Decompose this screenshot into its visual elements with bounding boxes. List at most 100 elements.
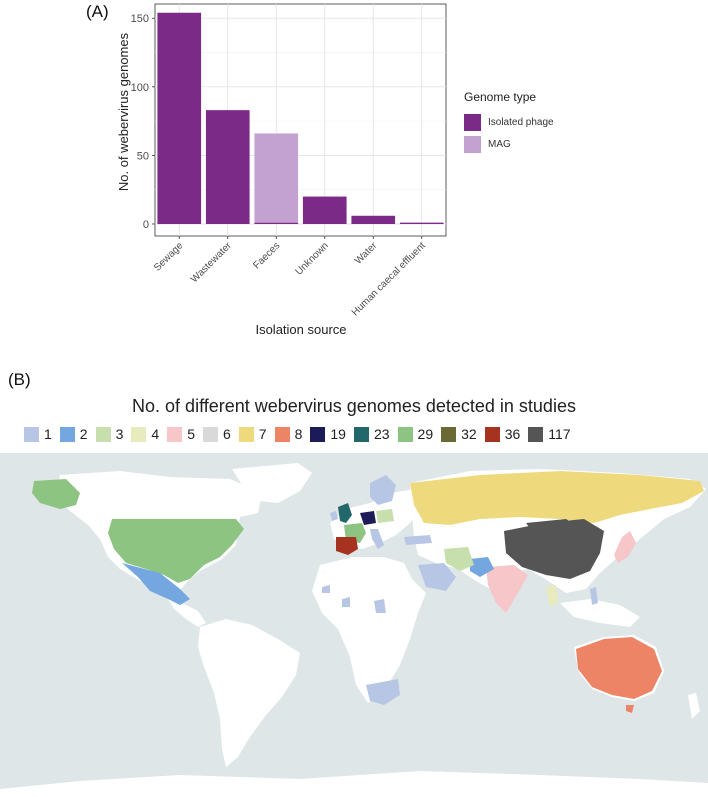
bar-chart-legend: Genome type Isolated phage MAG: [464, 90, 554, 156]
map-legend-item: 7: [238, 426, 267, 442]
country-usa: [108, 519, 244, 583]
bar-unknown-isolated-phage: [302, 196, 347, 224]
country-australia: [576, 637, 662, 699]
map-legend-swatch: [397, 426, 413, 442]
bar-chart: 0 50 100 150 Sewage Wastewater Faeces Unknown Wa…: [116, 3, 447, 337]
legend-title: Genome type: [464, 90, 537, 104]
map-legend-label: 117: [548, 426, 571, 442]
map-legend-item: 8: [274, 426, 303, 442]
country-russia: [410, 471, 704, 525]
land-south-america: [198, 619, 300, 767]
map-legend-label: 2: [79, 426, 88, 442]
land-new-zealand: [688, 693, 700, 719]
country-ireland: [330, 511, 338, 521]
legend-swatch-isolated-phage: [464, 113, 481, 131]
bar-faeces-isolated-phage: [254, 222, 299, 224]
map-legend-label: 23: [373, 426, 390, 442]
map-legend-swatch: [95, 426, 111, 442]
map-legend-swatch: [59, 426, 75, 442]
world-map: [0, 453, 708, 797]
country-mongolia: [526, 519, 576, 531]
map-legend-swatch: [441, 426, 457, 442]
panel-label-a: (A): [86, 2, 109, 21]
map-legend-item: 4: [131, 426, 159, 442]
map-title: No. of different webervirus genomes dete…: [132, 396, 576, 416]
map-legend-swatch: [310, 426, 326, 442]
country-scandinavia: [370, 475, 396, 505]
bar-faeces-mag: [254, 133, 299, 223]
land-greenland: [232, 463, 312, 503]
bar-chart-bars: [157, 12, 444, 224]
map-legend-label: 1: [44, 426, 52, 442]
map-legend-item: 117: [528, 426, 571, 442]
map-legend-item: 32: [441, 426, 477, 442]
map-legend-swatch: [238, 426, 254, 442]
country-east-africa: [374, 599, 386, 613]
x-tick-label: Faeces: [251, 240, 282, 271]
country-thailand: [546, 585, 558, 607]
map-legend-label: 36: [504, 426, 521, 442]
map-legend-label: 8: [294, 426, 303, 442]
x-tick-label: Sewage: [152, 240, 186, 274]
country-arabia: [418, 563, 456, 591]
land-africa: [312, 557, 426, 703]
y-tick-label: 100: [131, 82, 149, 94]
map-legend-swatch: [274, 426, 290, 442]
bar-sewage-isolated-phage: [157, 12, 202, 224]
country-germany: [360, 511, 376, 525]
country-japan: [614, 531, 636, 563]
x-axis-label: Isolation source: [255, 322, 346, 337]
map-legend-item: 19: [310, 426, 346, 442]
panel-label-b: (B): [8, 370, 31, 389]
country-tasmania: [626, 705, 634, 713]
country-poland: [376, 509, 394, 523]
legend-swatch-mag: [464, 135, 481, 153]
y-tick-label: 50: [137, 150, 149, 162]
country-india: [486, 565, 528, 613]
legend-item-isolated-phage: Isolated phage: [464, 112, 554, 132]
country-spain: [336, 537, 358, 555]
map-legend-label: 5: [187, 426, 195, 442]
x-tick-label: Unknown: [294, 240, 331, 277]
map-legend-swatch: [202, 426, 218, 442]
map-legend-item: 1: [24, 426, 52, 442]
country-mexico: [122, 563, 190, 605]
country-pakistan: [470, 557, 494, 577]
map-legend-label: 19: [330, 426, 346, 442]
map-legend-label: 6: [222, 426, 231, 442]
country-central-africa: [342, 597, 350, 607]
map-legend-item: 6: [202, 426, 231, 442]
country-china: [504, 519, 604, 579]
legend-label: MAG: [488, 138, 511, 150]
map-legend-item: 3: [95, 426, 124, 442]
bar-human-caecal-effluent-isolated-phage: [399, 222, 444, 224]
map-legend-item: 29: [397, 426, 433, 442]
y-axis-label: No. of webervirus genomes: [116, 32, 131, 191]
map-legend-swatch: [131, 426, 147, 442]
map-legend-item: 23: [353, 426, 390, 442]
country-alaska: [32, 479, 80, 509]
map-legend-label: 4: [151, 426, 160, 442]
country-philippines: [590, 587, 598, 605]
bar-water-isolated-phage: [351, 215, 396, 224]
map-legend-label: 32: [461, 426, 477, 442]
x-tick-label: Wastewater: [189, 240, 234, 285]
land-central-america: [168, 599, 206, 627]
map-legend-swatch: [167, 426, 183, 442]
map-legend-swatch: [353, 426, 369, 442]
map-legend-swatch: [24, 426, 39, 442]
country-iran: [444, 547, 474, 571]
map-legend-label: 3: [115, 426, 124, 442]
map-legend: 1 2 3 4 5 6 7 8 19 23 29 32 36 117: [24, 426, 579, 442]
y-tick-label: 0: [143, 219, 149, 231]
map-legend-item: 5: [167, 426, 195, 442]
y-tick-label: 150: [131, 13, 149, 25]
land-southeast-asia: [560, 599, 640, 627]
country-italy: [370, 529, 384, 549]
legend-item-mag: MAG: [464, 134, 554, 154]
land-antarctica: [0, 771, 708, 797]
plot-panel: [154, 3, 447, 237]
country-uk: [338, 503, 352, 523]
legend-label: Isolated phage: [488, 116, 554, 128]
x-tick-label: Water: [353, 240, 380, 267]
